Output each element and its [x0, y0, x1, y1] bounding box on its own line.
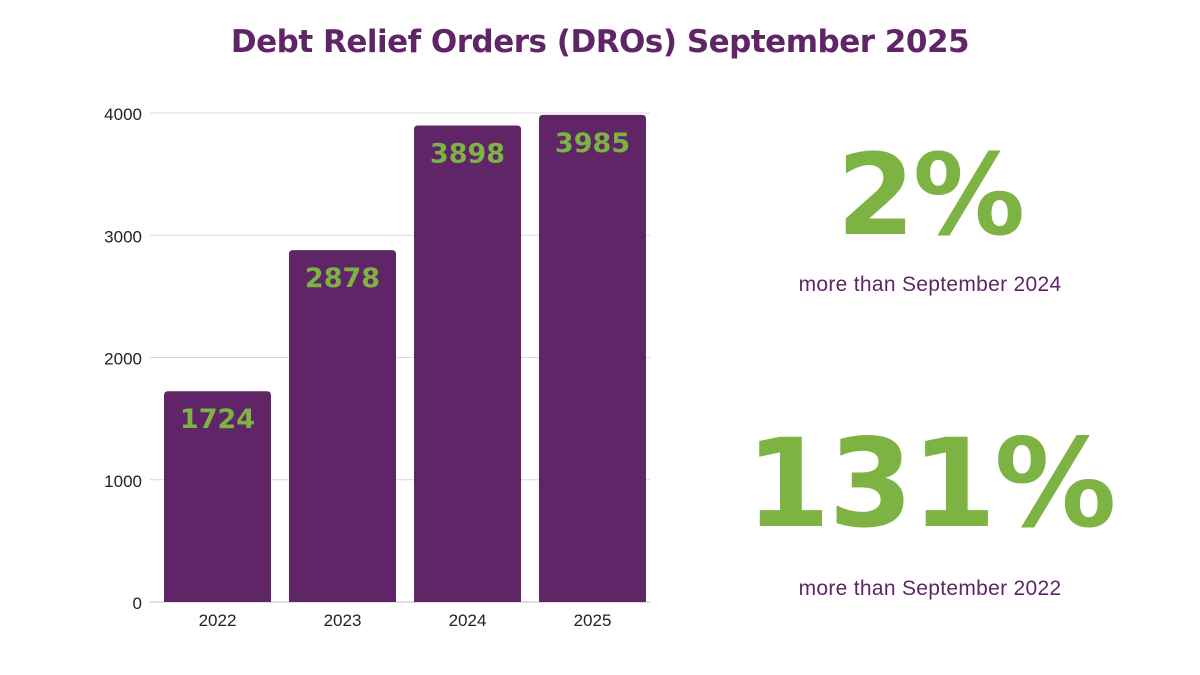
bar	[289, 250, 396, 603]
stat-yoy-value: 2%	[836, 131, 1025, 261]
bar-data-label: 2878	[305, 263, 380, 294]
stat-yoy-change: 2% more than September 2024	[780, 128, 1080, 301]
x-tick-label: 2022	[199, 611, 237, 630]
y-tick-label: 2000	[104, 350, 142, 369]
x-tick-label: 2024	[449, 611, 487, 630]
stat-three-year-change: 131% more than September 2022	[740, 410, 1120, 605]
y-tick-label: 0	[133, 594, 142, 613]
bar	[414, 125, 521, 603]
stat-three-year-caption: more than September 2022	[798, 577, 1062, 600]
bar	[539, 114, 646, 603]
y-tick-label: 3000	[104, 227, 142, 246]
chart-title: Debt Relief Orders (DROs) September 2025	[230, 24, 970, 60]
x-tick-label: 2023	[324, 611, 362, 630]
stat-three-year-value: 131%	[745, 413, 1117, 555]
bar-data-label: 3985	[555, 128, 630, 159]
bar	[164, 391, 271, 602]
bar-chart: 0 1000 2000 3000 4000 1724 2022 2878 2023 3898 202…	[104, 105, 650, 630]
y-tick-label: 1000	[104, 472, 142, 491]
x-tick-label: 2025	[574, 611, 612, 630]
stat-yoy-caption: more than September 2024	[798, 273, 1062, 296]
bar-data-label: 1724	[180, 404, 255, 435]
bar-data-label: 3898	[430, 138, 505, 169]
y-tick-label: 4000	[104, 105, 142, 124]
